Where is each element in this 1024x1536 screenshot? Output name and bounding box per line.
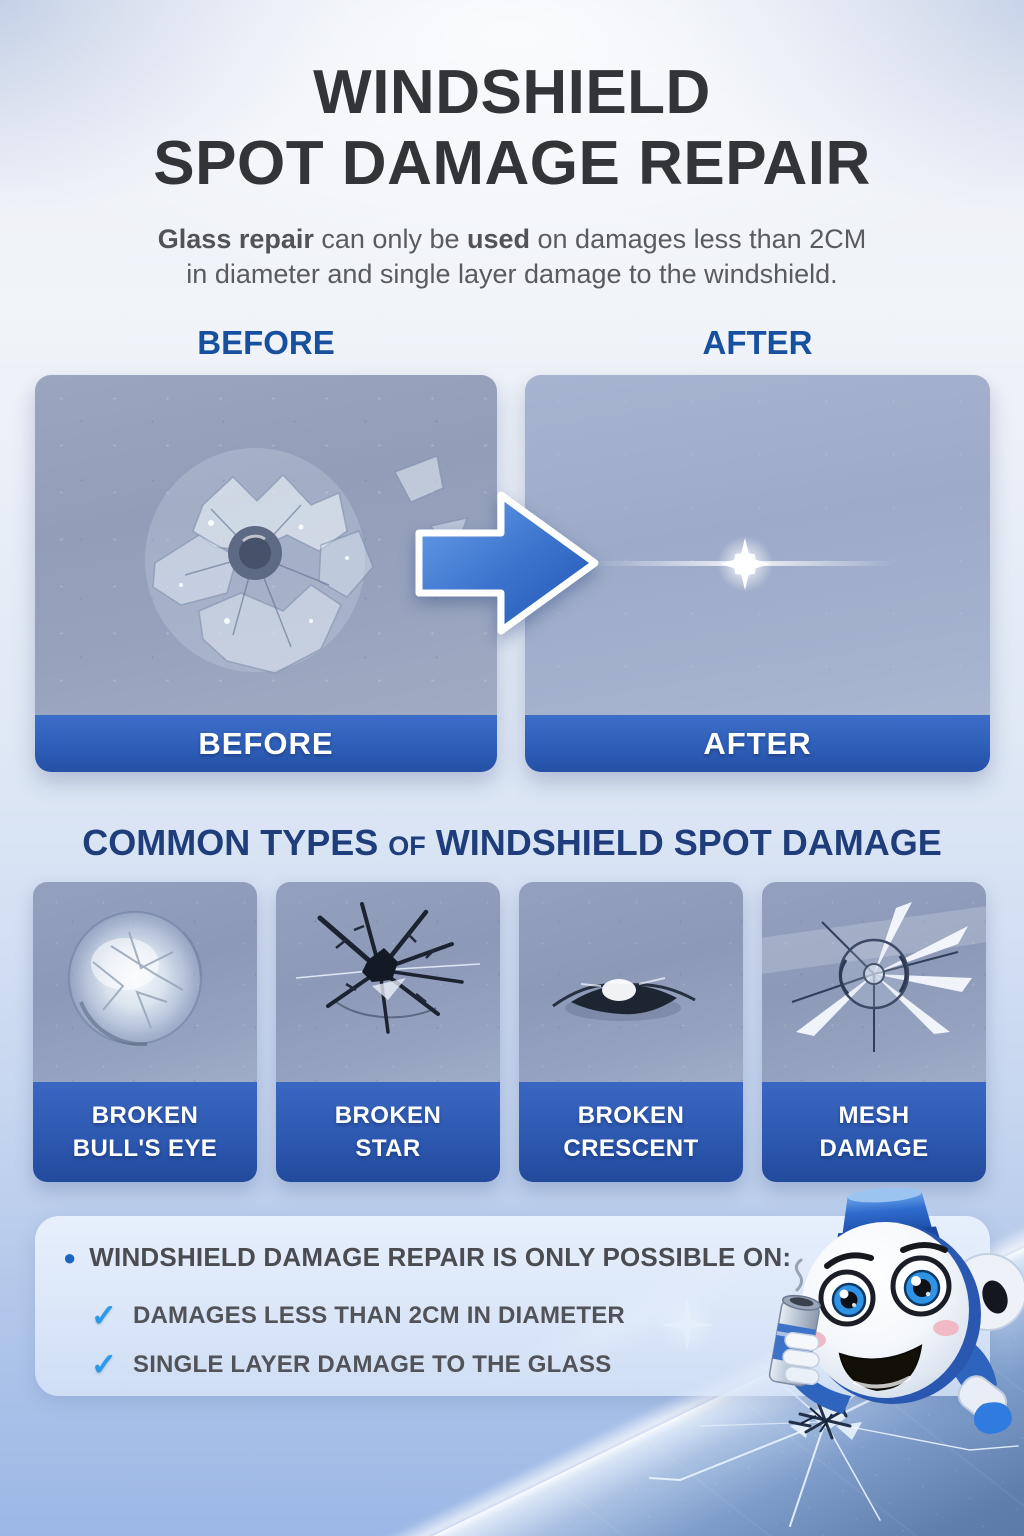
before-banner-label: BEFORE xyxy=(198,725,334,761)
page-title-line1: WINDSHIELD xyxy=(313,58,711,127)
mesh-photo xyxy=(762,882,986,1082)
mesh-label: MESH DAMAGE xyxy=(762,1082,986,1182)
before-banner: BEFORE xyxy=(35,715,497,772)
common-types-heading: COMMON TYPES OF WINDSHIELD SPOT DAMAGE xyxy=(0,822,1024,864)
bulls-eye-label: BROKEN BULL'S EYE xyxy=(33,1082,257,1182)
bulls-eye-photo xyxy=(33,882,257,1082)
info-item-diameter: ✓ DAMAGES LESS THAN 2CM IN DIAMETER xyxy=(91,1300,625,1331)
arrow-right-icon xyxy=(413,485,603,641)
star-label-line1: BROKEN xyxy=(334,1102,442,1129)
bulls-eye-label-line1: BROKEN xyxy=(91,1102,199,1129)
mesh-label-line2: DAMAGE xyxy=(819,1135,929,1162)
subtitle-bold-used: used xyxy=(466,224,531,254)
subtitle-bold-glass-repair: Glass repair xyxy=(157,224,314,254)
mesh-damage-illustration xyxy=(762,901,986,1052)
damage-card-bulls-eye: BROKEN BULL'S EYE xyxy=(33,882,257,1182)
damage-card-crescent: BROKEN CRESCENT xyxy=(519,882,743,1182)
mesh-label-line1: MESH xyxy=(838,1102,910,1129)
subtitle-text: can only be xyxy=(313,224,467,254)
common-types-heading-part2: WINDSHIELD SPOT DAMAGE xyxy=(435,822,942,863)
star-photo xyxy=(276,882,500,1082)
damage-card-star: BROKEN STAR xyxy=(276,882,500,1182)
star-label-line2: STAR xyxy=(355,1135,421,1162)
after-banner-label: AFTER xyxy=(703,725,812,761)
before-heading: BEFORE xyxy=(197,324,335,361)
check-icon: ✓ xyxy=(91,1347,117,1382)
bulls-eye-illustration xyxy=(68,911,203,1047)
info-item-single-layer: ✓ SINGLE LAYER DAMAGE TO THE GLASS xyxy=(91,1349,611,1380)
before-photo-card: BEFORE xyxy=(35,375,497,772)
crescent-label-line2: CRESCENT xyxy=(563,1135,699,1162)
subtitle-text: on damages less than 2CM xyxy=(530,224,867,254)
info-heading-text: WINDSHIELD DAMAGE REPAIR IS ONLY POSSIBL… xyxy=(89,1242,792,1272)
crescent-label: BROKEN CRESCENT xyxy=(519,1082,743,1182)
subtitle: Glass repair can only be used on damages… xyxy=(62,222,962,292)
crescent-photo xyxy=(519,882,743,1082)
star-crack-illustration xyxy=(295,902,481,1034)
info-item-diameter-text: DAMAGES LESS THAN 2CM IN DIAMETER xyxy=(132,1301,625,1329)
glass-chip-illustration xyxy=(145,448,469,674)
after-photo-card: AFTER xyxy=(525,375,990,772)
crescent-crack-illustration xyxy=(552,977,696,1021)
crescent-label-line1: BROKEN xyxy=(577,1102,685,1129)
mascot-robot-illustration xyxy=(745,1180,1024,1440)
after-photo xyxy=(525,375,990,715)
subtitle-line2: in diameter and single layer damage to t… xyxy=(186,259,838,289)
common-types-heading-part1: COMMON TYPES xyxy=(82,822,379,863)
damage-card-mesh: MESH DAMAGE xyxy=(762,882,986,1182)
common-types-heading-of: OF xyxy=(388,831,426,861)
info-item-single-layer-text: SINGLE LAYER DAMAGE TO THE GLASS xyxy=(132,1350,612,1378)
after-heading: AFTER xyxy=(702,324,813,361)
after-banner: AFTER xyxy=(525,715,990,772)
info-heading: ● WINDSHIELD DAMAGE REPAIR IS ONLY POSSI… xyxy=(63,1242,791,1273)
bullet-dot-icon: ● xyxy=(63,1244,77,1270)
bulls-eye-label-line2: BULL'S EYE xyxy=(72,1135,218,1162)
repaired-glint-illustration xyxy=(595,536,895,592)
subtitle-line1: Glass repair can only be used on damages… xyxy=(62,222,962,257)
page-title-line2: SPOT DAMAGE REPAIR xyxy=(153,129,871,198)
check-icon: ✓ xyxy=(91,1298,117,1333)
star-label: BROKEN STAR xyxy=(276,1082,500,1182)
